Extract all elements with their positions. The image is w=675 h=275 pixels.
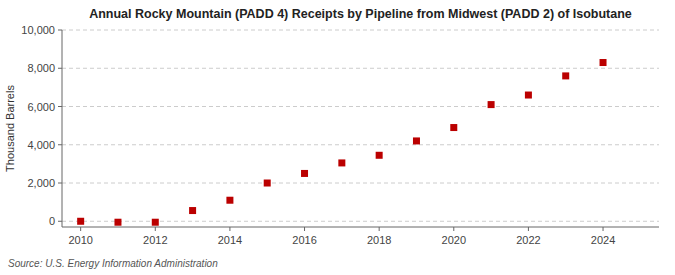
title: Annual Rocky Mountain (PADD 4) Receipts … (89, 7, 632, 21)
x-tick (603, 227, 604, 231)
point (600, 59, 607, 66)
chart: Annual Rocky Mountain (PADD 4) Receipts … (0, 0, 675, 275)
chart-container: Annual Rocky Mountain (PADD 4) Receipts … (0, 0, 675, 275)
x-tick (155, 227, 156, 231)
point (77, 218, 84, 225)
y-tick-label: 10,000 (21, 24, 55, 36)
y-tick (58, 68, 62, 69)
y-tick (58, 183, 62, 184)
y-tick (58, 221, 62, 222)
grid-line (62, 68, 659, 69)
point (226, 197, 233, 204)
point (189, 207, 196, 214)
y-tick (58, 144, 62, 145)
point (488, 101, 495, 108)
y-tick-label: 6,000 (27, 101, 55, 113)
x-tick (80, 227, 81, 231)
point (338, 159, 345, 166)
x-tick-label: 2024 (591, 234, 615, 246)
grid-line (62, 144, 659, 145)
y-grid (62, 30, 659, 221)
x-tick (379, 227, 380, 231)
x-tick (453, 227, 454, 231)
point (301, 170, 308, 177)
x-tick-label: 2016 (292, 234, 316, 246)
x-axis-line (62, 227, 659, 228)
x-tick-label: 2012 (143, 234, 167, 246)
x-tick (304, 227, 305, 231)
grid-line (62, 106, 659, 107)
y-tick (58, 106, 62, 107)
y-tick-label: 8,000 (27, 62, 55, 74)
y-axis-label: Thousand Barrels (4, 85, 16, 172)
source: Source: U.S. Energy Information Administ… (8, 258, 218, 269)
x-tick-label: 2020 (442, 234, 466, 246)
x-tick-label: 2022 (516, 234, 540, 246)
x-tick-label: 2010 (68, 234, 92, 246)
point (152, 219, 159, 226)
y-tick-label: 0 (49, 215, 55, 227)
axes: 0 2,000 4,000 6,000 8,000 10,000 2010 2012 2014 2… (21, 24, 659, 246)
x-tick-label: 2014 (218, 234, 242, 246)
y-tick-label: 2,000 (27, 177, 55, 189)
points (77, 59, 606, 226)
x-tick-label: 2018 (367, 234, 391, 246)
x-tick (229, 227, 230, 231)
point (562, 72, 569, 79)
grid-line (62, 30, 659, 31)
x-tick (528, 227, 529, 231)
point (114, 219, 121, 226)
point (264, 180, 271, 187)
grid-line (62, 221, 659, 222)
point (413, 137, 420, 144)
point (376, 152, 383, 159)
point (525, 92, 532, 99)
point (450, 124, 457, 131)
y-tick (58, 30, 62, 31)
grid-line (62, 183, 659, 184)
y-tick-label: 4,000 (27, 139, 55, 151)
y-axis-line (62, 30, 63, 227)
